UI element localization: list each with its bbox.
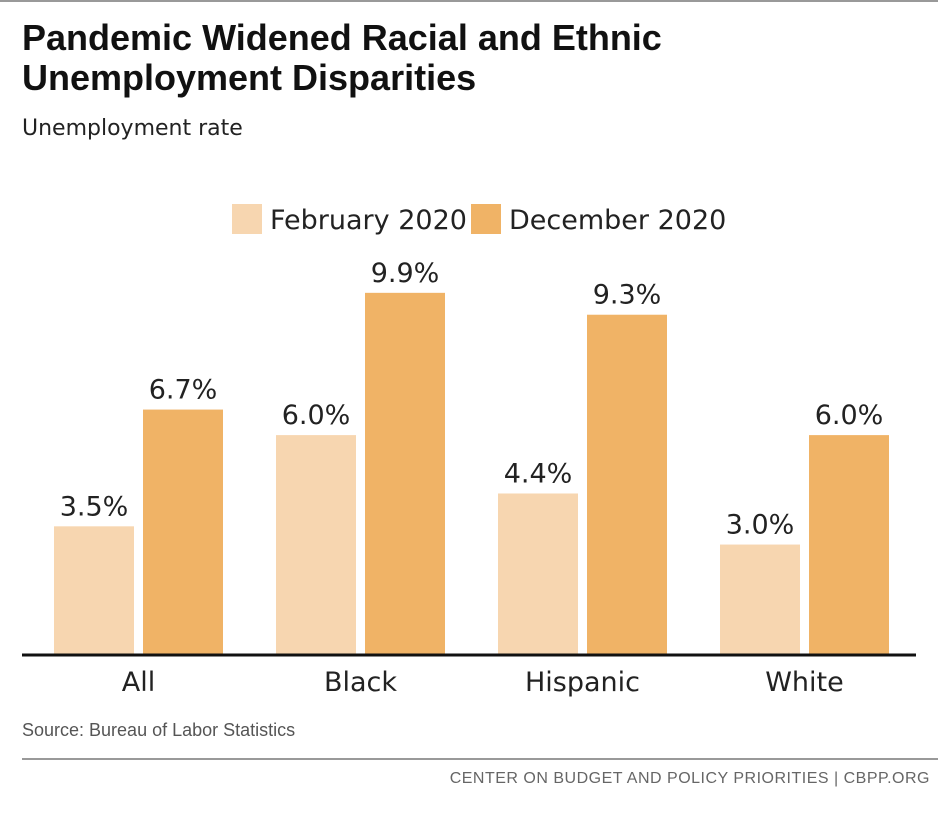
bar-white-dec — [809, 435, 889, 654]
value-labels-group: 3.5% 6.7% 6.0% 9.9% 4.4% 9.3% 3.0% 6.0% — [60, 258, 884, 541]
bar-chart: February 2020 December 2020 3.5% 6.7% 6.0% 9… — [22, 204, 916, 698]
value-label-black-feb: 6.0% — [282, 400, 351, 431]
value-label-hispanic-dec: 9.3% — [593, 280, 662, 311]
bar-black-feb — [276, 435, 356, 654]
legend-swatch-dec — [471, 204, 501, 234]
value-label-white-feb: 3.0% — [726, 510, 795, 541]
value-label-all-dec: 6.7% — [149, 375, 218, 406]
bar-white-feb — [720, 544, 800, 654]
bar-black-dec — [365, 292, 445, 654]
legend-label-dec: December 2020 — [509, 205, 726, 236]
bars-group — [54, 292, 889, 654]
source-note: Source: Bureau of Labor Statistics — [22, 720, 296, 740]
category-label-white: White — [765, 667, 844, 698]
category-label-all: All — [122, 667, 155, 698]
bar-hispanic-feb — [498, 493, 578, 654]
bar-hispanic-dec — [587, 314, 667, 654]
chart-subtitle: Unemployment rate — [22, 116, 243, 141]
value-label-black-dec: 9.9% — [371, 258, 440, 289]
legend: February 2020 December 2020 — [232, 204, 726, 236]
category-label-hispanic: Hispanic — [525, 667, 640, 698]
legend-label-feb: February 2020 — [270, 205, 467, 236]
bar-all-dec — [143, 409, 223, 654]
chart-title: Pandemic Widened Racial and Ethnic Unemp… — [22, 17, 662, 98]
value-label-hispanic-feb: 4.4% — [504, 458, 573, 489]
legend-swatch-feb — [232, 204, 262, 234]
footer-credit: CENTER ON BUDGET AND POLICY PRIORITIES |… — [449, 770, 930, 787]
category-label-black: Black — [324, 667, 397, 698]
value-label-all-feb: 3.5% — [60, 491, 129, 522]
category-labels-group: All Black Hispanic White — [122, 667, 844, 698]
bottom-rule — [22, 758, 938, 760]
top-rule — [0, 0, 938, 2]
value-label-white-dec: 6.0% — [815, 400, 884, 431]
bar-all-feb — [54, 526, 134, 654]
